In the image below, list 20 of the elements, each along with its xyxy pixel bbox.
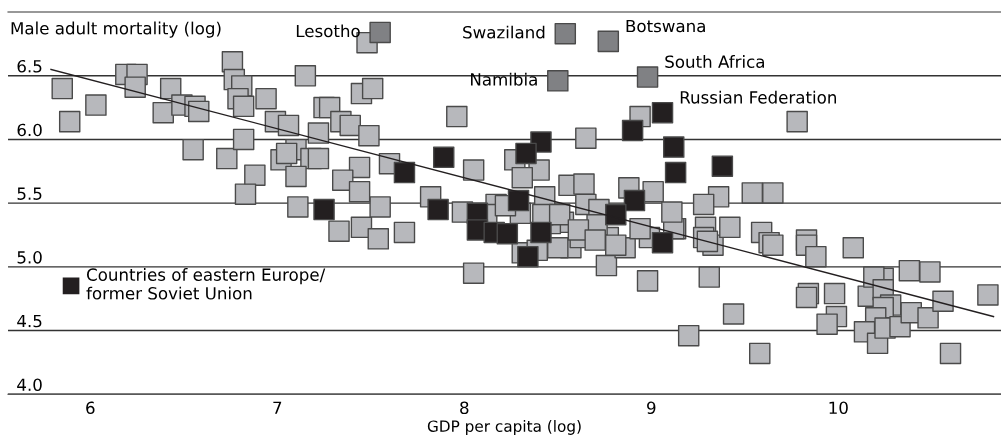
x-tick-label: 6 <box>86 401 95 415</box>
annotation: Russian Federation <box>680 90 836 104</box>
x-tick-label: 8 <box>460 401 469 415</box>
annotation: South Africa <box>665 55 764 68</box>
y-tick-label: 5.0 <box>17 251 42 264</box>
x-tick-label: 9 <box>647 401 656 415</box>
y-tick-label: 4.0 <box>17 378 42 392</box>
y-tick-label: 5.5 <box>17 187 42 200</box>
x-tick-label: 10 <box>829 401 848 415</box>
y-tick-label: 6.5 <box>17 59 42 73</box>
y-axis-title: Male adult mortality (log) <box>11 21 221 38</box>
annotation: Swaziland <box>463 25 545 39</box>
annotation: Namibia <box>471 72 537 86</box>
legend-label: Countries of eastern Europe/ former Soviet Union <box>86 268 326 300</box>
y-tick-label: 4.5 <box>17 314 42 328</box>
y-tick-label: 6.0 <box>17 123 42 137</box>
annotation: Lesotho <box>296 24 360 38</box>
x-tick-label: 7 <box>273 401 282 414</box>
x-axis-title: GDP per capita (log) <box>427 420 581 435</box>
annotation: Botswana <box>626 19 705 33</box>
